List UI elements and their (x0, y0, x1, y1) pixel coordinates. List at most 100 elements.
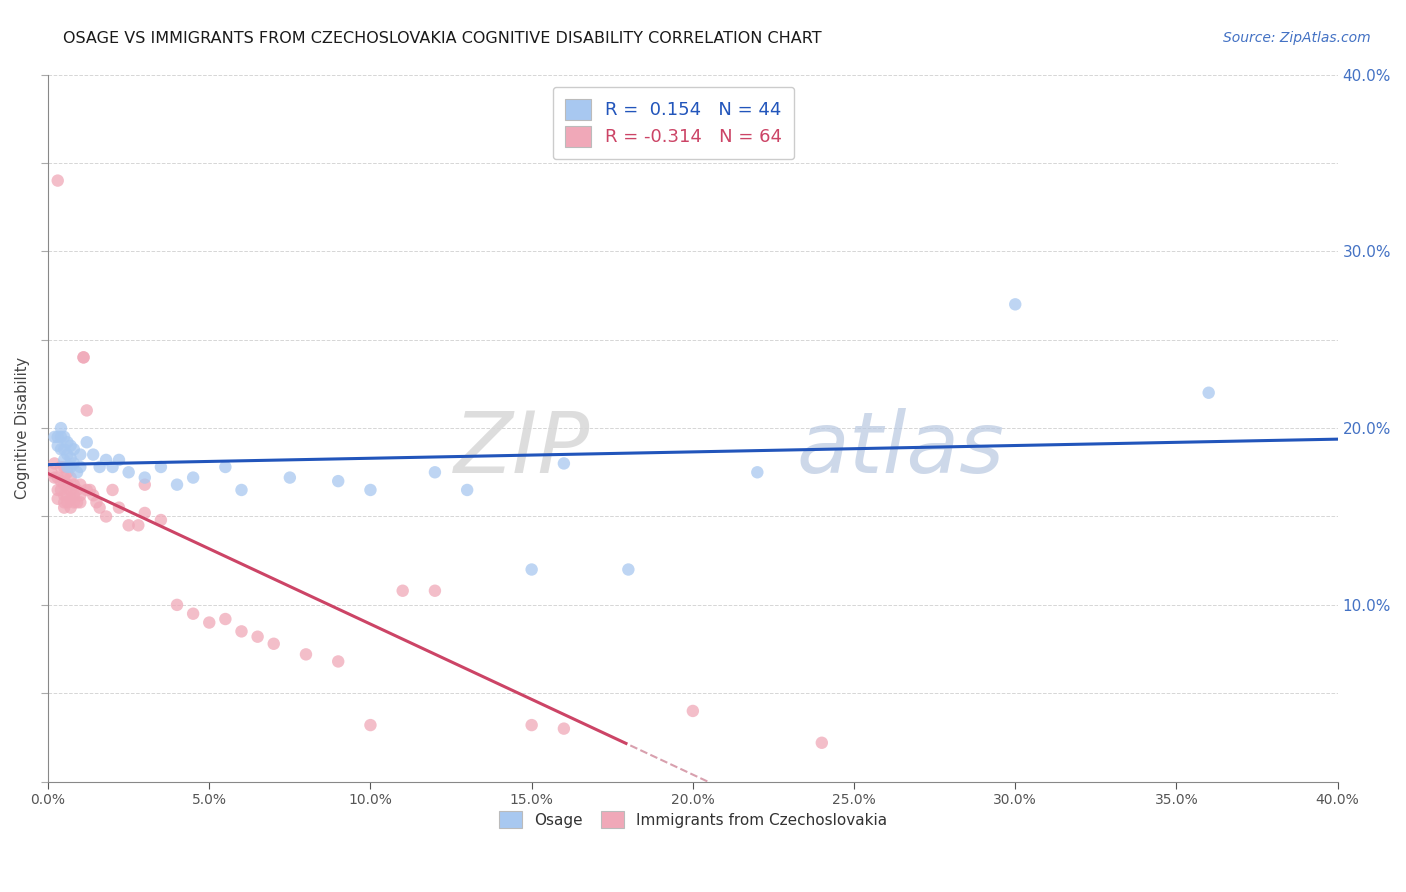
Point (49, 442, 72, 457)
Point (46, 491, 69, 506)
Point (391, 583, 413, 598)
Point (69, 460, 91, 475)
Point (246, 630, 269, 644)
Point (46, 470, 69, 484)
Point (328, 474, 350, 488)
Point (149, 513, 172, 527)
Point (101, 460, 124, 475)
Point (46, 439, 69, 453)
Point (118, 518, 141, 533)
Point (82, 488, 104, 502)
Point (553, 457, 575, 471)
Point (1198, 385, 1220, 400)
Point (1004, 297, 1026, 311)
Point (53, 453, 76, 467)
Point (49, 460, 72, 475)
Point (359, 718, 381, 732)
Point (56, 435, 79, 450)
Point (56, 460, 79, 475)
Point (59, 460, 82, 475)
Point (82, 448, 104, 462)
Point (456, 483, 478, 497)
Point (63, 457, 86, 471)
Point (181, 470, 204, 484)
Point (76, 483, 98, 497)
Point (59, 500, 82, 515)
Point (359, 483, 381, 497)
Point (56, 465, 79, 479)
Point (59, 451, 82, 466)
Point (198, 615, 221, 630)
Point (166, 477, 188, 491)
Point (63, 477, 86, 491)
Text: atlas: atlas (796, 408, 1004, 491)
Point (53, 500, 76, 515)
Point (56, 495, 79, 509)
Point (134, 506, 156, 520)
Point (89, 460, 111, 475)
Point (46, 173, 69, 187)
Point (231, 624, 253, 639)
Point (127, 518, 149, 533)
Point (181, 607, 204, 621)
Point (44, 430, 66, 444)
Point (66, 483, 89, 497)
Point (134, 470, 156, 484)
Point (46, 430, 69, 444)
Point (101, 483, 124, 497)
Point (134, 477, 156, 491)
Point (166, 598, 188, 612)
Point (423, 583, 446, 598)
Point (69, 477, 91, 491)
Text: OSAGE VS IMMIGRANTS FROM CZECHOSLOVAKIA COGNITIVE DISABILITY CORRELATION CHART: OSAGE VS IMMIGRANTS FROM CZECHOSLOVAKIA … (63, 31, 823, 46)
Point (520, 718, 543, 732)
Point (94, 453, 117, 467)
Point (149, 460, 172, 475)
Point (56, 477, 79, 491)
Point (69, 488, 91, 502)
Point (214, 612, 236, 626)
Point (747, 465, 769, 479)
Point (56, 448, 79, 462)
Point (44, 470, 66, 484)
Point (53, 495, 76, 509)
Point (423, 465, 446, 479)
Point (63, 442, 86, 457)
Point (214, 460, 236, 475)
Point (263, 637, 285, 651)
Point (69, 448, 91, 462)
Point (76, 435, 98, 450)
Point (63, 488, 86, 502)
Point (72, 351, 94, 365)
Point (295, 648, 318, 662)
Point (231, 483, 253, 497)
Point (59, 483, 82, 497)
Point (49, 430, 72, 444)
Point (617, 562, 640, 576)
Point (53, 442, 76, 457)
Point (63, 495, 86, 509)
Point (39, 465, 62, 479)
Point (108, 500, 131, 515)
Point (328, 655, 350, 669)
Point (79, 483, 101, 497)
Point (520, 562, 543, 576)
Point (44, 457, 66, 471)
Point (278, 470, 301, 484)
Point (53, 460, 76, 475)
Point (49, 474, 72, 488)
Point (59, 439, 82, 453)
Y-axis label: Cognitive Disability: Cognitive Disability (15, 357, 30, 500)
Point (66, 495, 89, 509)
Point (46, 483, 69, 497)
Legend: Osage, Immigrants from Czechoslovakia: Osage, Immigrants from Czechoslovakia (492, 805, 893, 834)
Point (59, 470, 82, 484)
Point (56, 488, 79, 502)
Point (59, 491, 82, 506)
Point (86, 495, 108, 509)
Point (108, 453, 131, 467)
Point (72, 351, 94, 365)
Point (89, 500, 111, 515)
Point (682, 704, 704, 718)
Point (553, 722, 575, 736)
